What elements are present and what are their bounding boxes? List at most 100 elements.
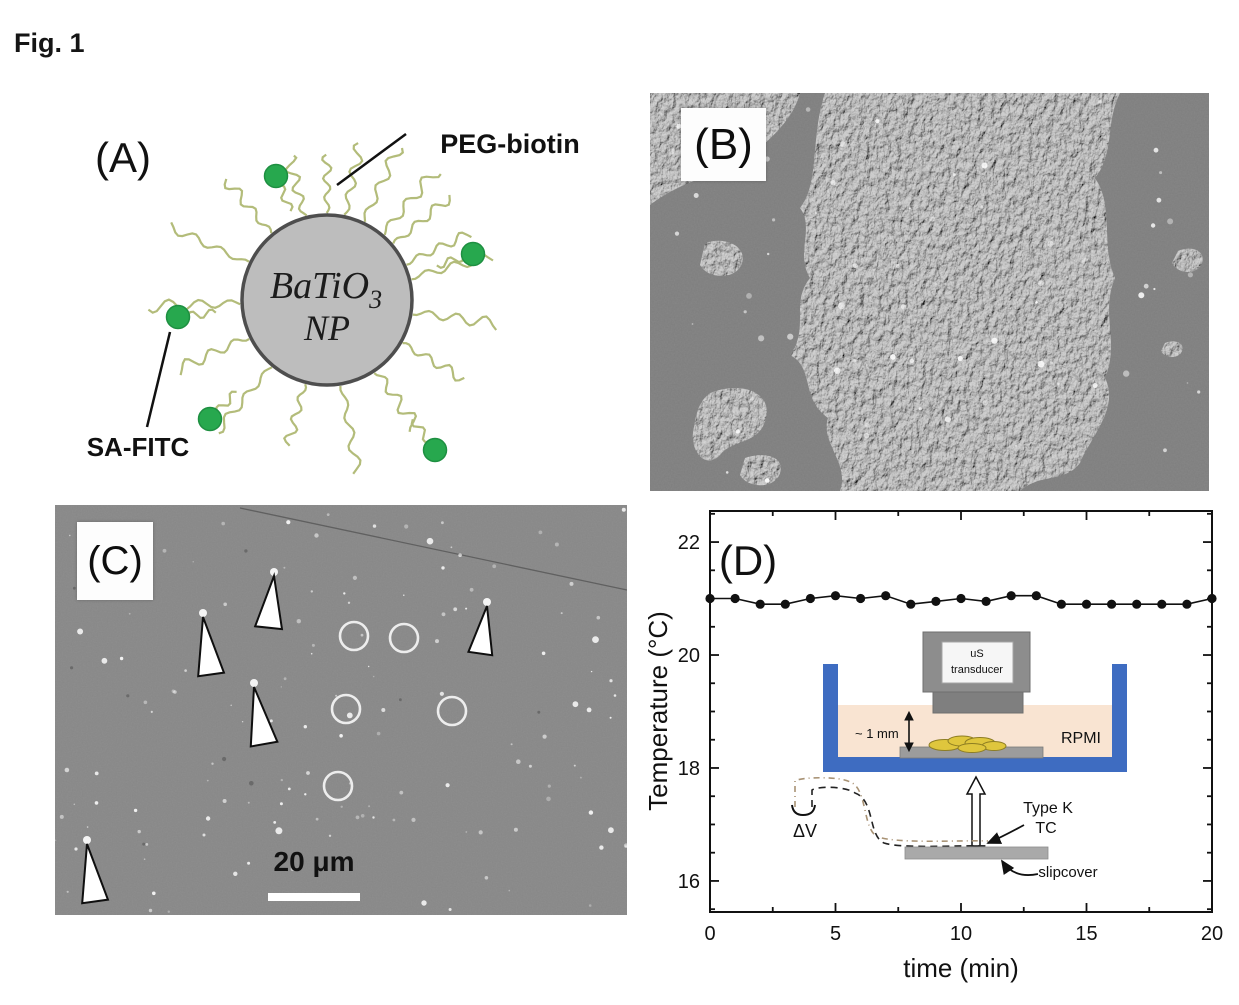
- speck: [1153, 287, 1156, 291]
- peg-chain: [223, 178, 273, 234]
- dark-speck: [70, 666, 74, 670]
- bright-particle: [592, 636, 599, 643]
- bright-particle: [205, 816, 211, 821]
- sa-pointer-line: [145, 331, 172, 428]
- bright-particle: [445, 783, 450, 788]
- speck: [296, 619, 301, 624]
- surface-crack-line: [239, 507, 627, 591]
- speck: [372, 816, 375, 819]
- speck: [814, 211, 818, 215]
- peg-chain: [412, 309, 498, 331]
- np-line2: NP: [303, 308, 350, 348]
- speck: [439, 691, 444, 696]
- speck: [516, 759, 521, 764]
- speck: [952, 173, 956, 177]
- data-point: [1207, 593, 1217, 604]
- speck: [542, 734, 547, 739]
- speck: [73, 803, 76, 806]
- speck: [1167, 218, 1174, 225]
- bright-particle: [608, 827, 614, 834]
- speck: [1092, 383, 1098, 388]
- speck: [746, 293, 752, 299]
- bright-particle: [421, 900, 427, 906]
- speck: [609, 679, 613, 683]
- speck: [162, 548, 167, 553]
- speck: [554, 542, 559, 547]
- speck: [404, 524, 409, 529]
- speck: [283, 566, 286, 569]
- data-point: [881, 591, 891, 601]
- speck: [202, 833, 206, 837]
- speck: [148, 908, 153, 913]
- speck: [328, 834, 332, 837]
- data-point: [1006, 591, 1016, 601]
- delta-brace: [791, 804, 816, 817]
- y-axis-label: Temperature (°C): [643, 611, 673, 811]
- bright-particle: [101, 657, 108, 664]
- speck: [1123, 370, 1130, 377]
- speck: [64, 767, 70, 773]
- speck: [743, 310, 747, 314]
- nanoparticle-circle: [240, 213, 414, 387]
- speck: [513, 827, 518, 832]
- speck: [1056, 382, 1060, 386]
- slipcover-bar: [904, 846, 1049, 860]
- peg-chain: [406, 231, 472, 266]
- speck: [273, 821, 277, 824]
- speck: [875, 119, 880, 124]
- speck: [749, 396, 754, 401]
- dish-bottom: [823, 757, 1127, 772]
- speck: [403, 594, 405, 596]
- speck: [569, 581, 574, 586]
- speck: [1150, 223, 1156, 228]
- speck: [340, 805, 343, 808]
- annotation-arrowhead: [249, 686, 279, 748]
- speck: [909, 358, 915, 364]
- speck: [693, 193, 699, 198]
- speck: [441, 566, 445, 570]
- target-particle: [250, 679, 258, 687]
- speck: [864, 433, 870, 439]
- data-point: [1081, 599, 1092, 609]
- speck: [458, 553, 462, 557]
- speck: [128, 612, 131, 615]
- speck: [895, 264, 900, 268]
- speck: [343, 592, 346, 595]
- speck: [588, 904, 592, 907]
- speck: [69, 534, 71, 537]
- peg-chain: [170, 221, 250, 263]
- data-point: [755, 599, 765, 609]
- speck: [900, 304, 906, 310]
- data-point: [856, 593, 866, 604]
- speck: [1153, 147, 1159, 153]
- panel-b-label: (B): [694, 119, 753, 169]
- speck: [1047, 240, 1054, 247]
- bright-particle: [586, 707, 592, 713]
- bright-particle: [346, 712, 353, 719]
- speck: [173, 690, 177, 694]
- voltage-trace-dashdot: [794, 776, 989, 843]
- speck: [150, 710, 153, 713]
- speck: [1159, 171, 1163, 175]
- speck: [852, 358, 856, 363]
- peg-chain: [147, 298, 241, 314]
- x-tick-label: 15: [1075, 923, 1097, 945]
- speck: [864, 423, 870, 428]
- speck: [538, 530, 543, 535]
- target-particle: [483, 598, 491, 606]
- speck: [315, 817, 319, 821]
- speck: [834, 367, 841, 374]
- speck: [326, 513, 330, 516]
- speck: [492, 564, 497, 569]
- y-tick-label: 16: [678, 871, 700, 893]
- data-point: [1031, 591, 1041, 601]
- annotation-circle: [322, 770, 354, 802]
- setup-inset: uS transducer ~ 1 mm RPMI ΔV: [791, 631, 1127, 881]
- annotations: [81, 568, 494, 905]
- speck: [152, 891, 156, 896]
- temperature-series: [705, 591, 1217, 609]
- sa-fitc-dot: [197, 406, 223, 432]
- speck: [1037, 280, 1044, 287]
- y-tick-label: 22: [678, 532, 700, 554]
